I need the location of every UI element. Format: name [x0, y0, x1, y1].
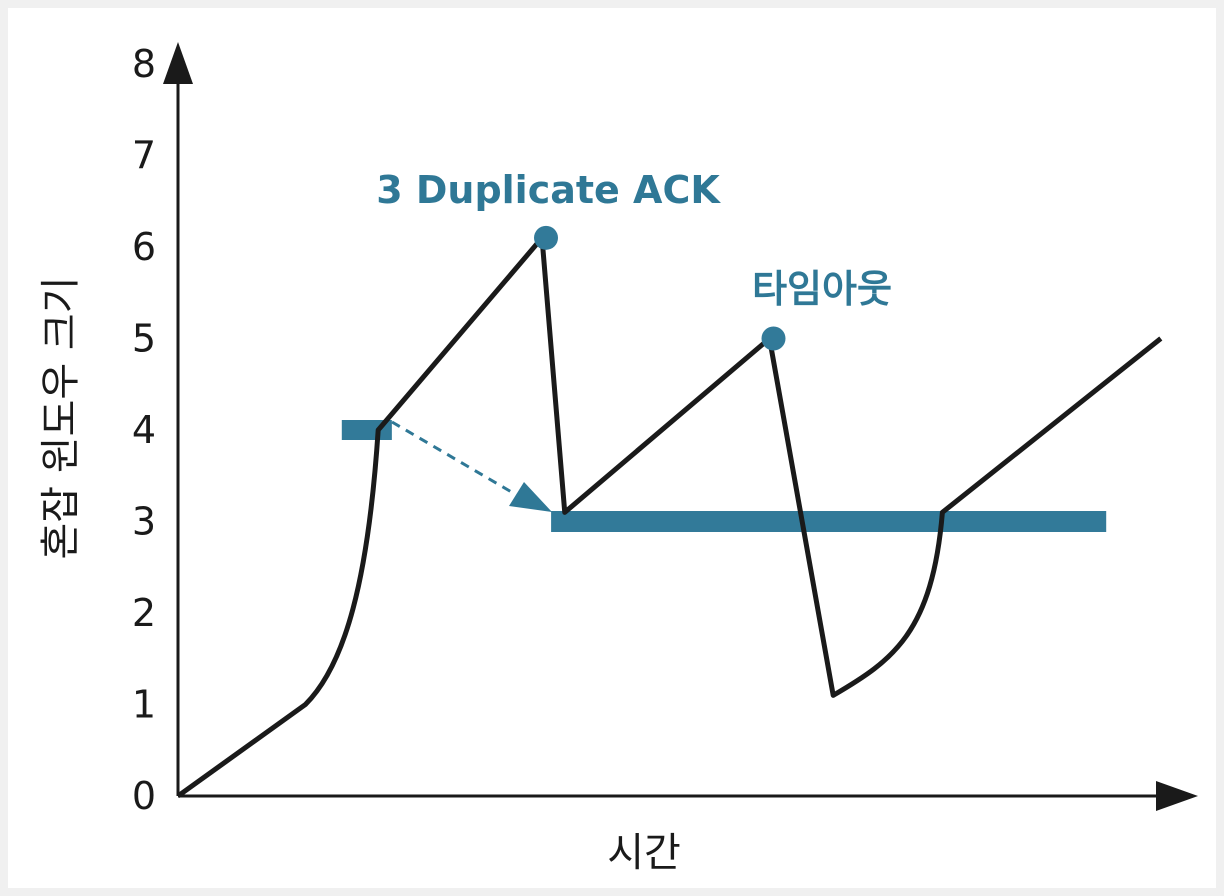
threshold-move-arrow	[391, 420, 521, 499]
threshold-move-arrowhead	[509, 482, 552, 512]
annotation-marker	[761, 326, 786, 351]
annotation-duplicate-ack: 3 Duplicate ACK	[376, 168, 721, 212]
y-tick-label: 0	[132, 774, 156, 818]
y-tick-label: 5	[132, 317, 156, 361]
annotation-timeout: 타임아웃	[752, 267, 892, 311]
tcp-congestion-chart: 0 1 2 3 4 5 6 7 8 시간 혼잡 윈도우 크기 3 Duplicate ACK 타…	[38, 42, 1198, 876]
threshold-bar	[551, 511, 1107, 532]
x-axis-arrow	[1156, 781, 1198, 811]
y-tick-label: 1	[132, 683, 156, 727]
chart-frame: 0 1 2 3 4 5 6 7 8 시간 혼잡 윈도우 크기 3 Duplicate ACK 타…	[8, 8, 1216, 888]
y-axis-title: 혼잡 윈도우 크기	[38, 276, 84, 559]
annotation-marker	[534, 225, 558, 250]
x-axis-title: 시간	[607, 830, 681, 876]
y-tick-label: 3	[132, 500, 156, 544]
y-tick-label: 2	[132, 591, 156, 635]
y-tick-label: 4	[132, 408, 156, 452]
y-tick-label: 7	[132, 134, 156, 178]
y-tick-label: 6	[132, 225, 156, 269]
y-tick-label: 8	[132, 42, 156, 86]
y-axis-arrow	[163, 42, 193, 84]
